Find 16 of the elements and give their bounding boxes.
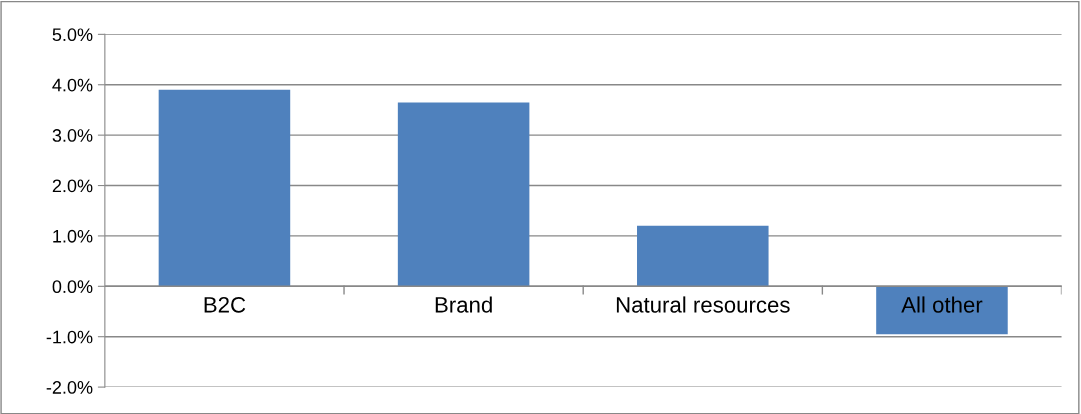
- bar: [158, 89, 291, 287]
- bar: [397, 102, 530, 287]
- y-tick-label: 4.0%: [52, 78, 93, 92]
- y-tick-label: 1.0%: [53, 229, 93, 243]
- y-tick-label: -1.0%: [46, 330, 93, 344]
- x-tick-label: Brand: [435, 296, 492, 313]
- y-tick-label: 2.0%: [52, 179, 93, 193]
- x-tick-label: B2C: [204, 296, 246, 313]
- y-tick-label: 3.0%: [52, 129, 93, 142]
- bar: [637, 225, 769, 287]
- x-tick-label: All other: [901, 296, 983, 313]
- y-tick-label: 0.0%: [52, 280, 93, 294]
- bar: [876, 286, 1008, 335]
- y-tick-label: -2.0%: [46, 381, 93, 394]
- x-tick-label: Natural resources: [616, 296, 790, 313]
- y-tick-label: 5.0%: [52, 28, 93, 42]
